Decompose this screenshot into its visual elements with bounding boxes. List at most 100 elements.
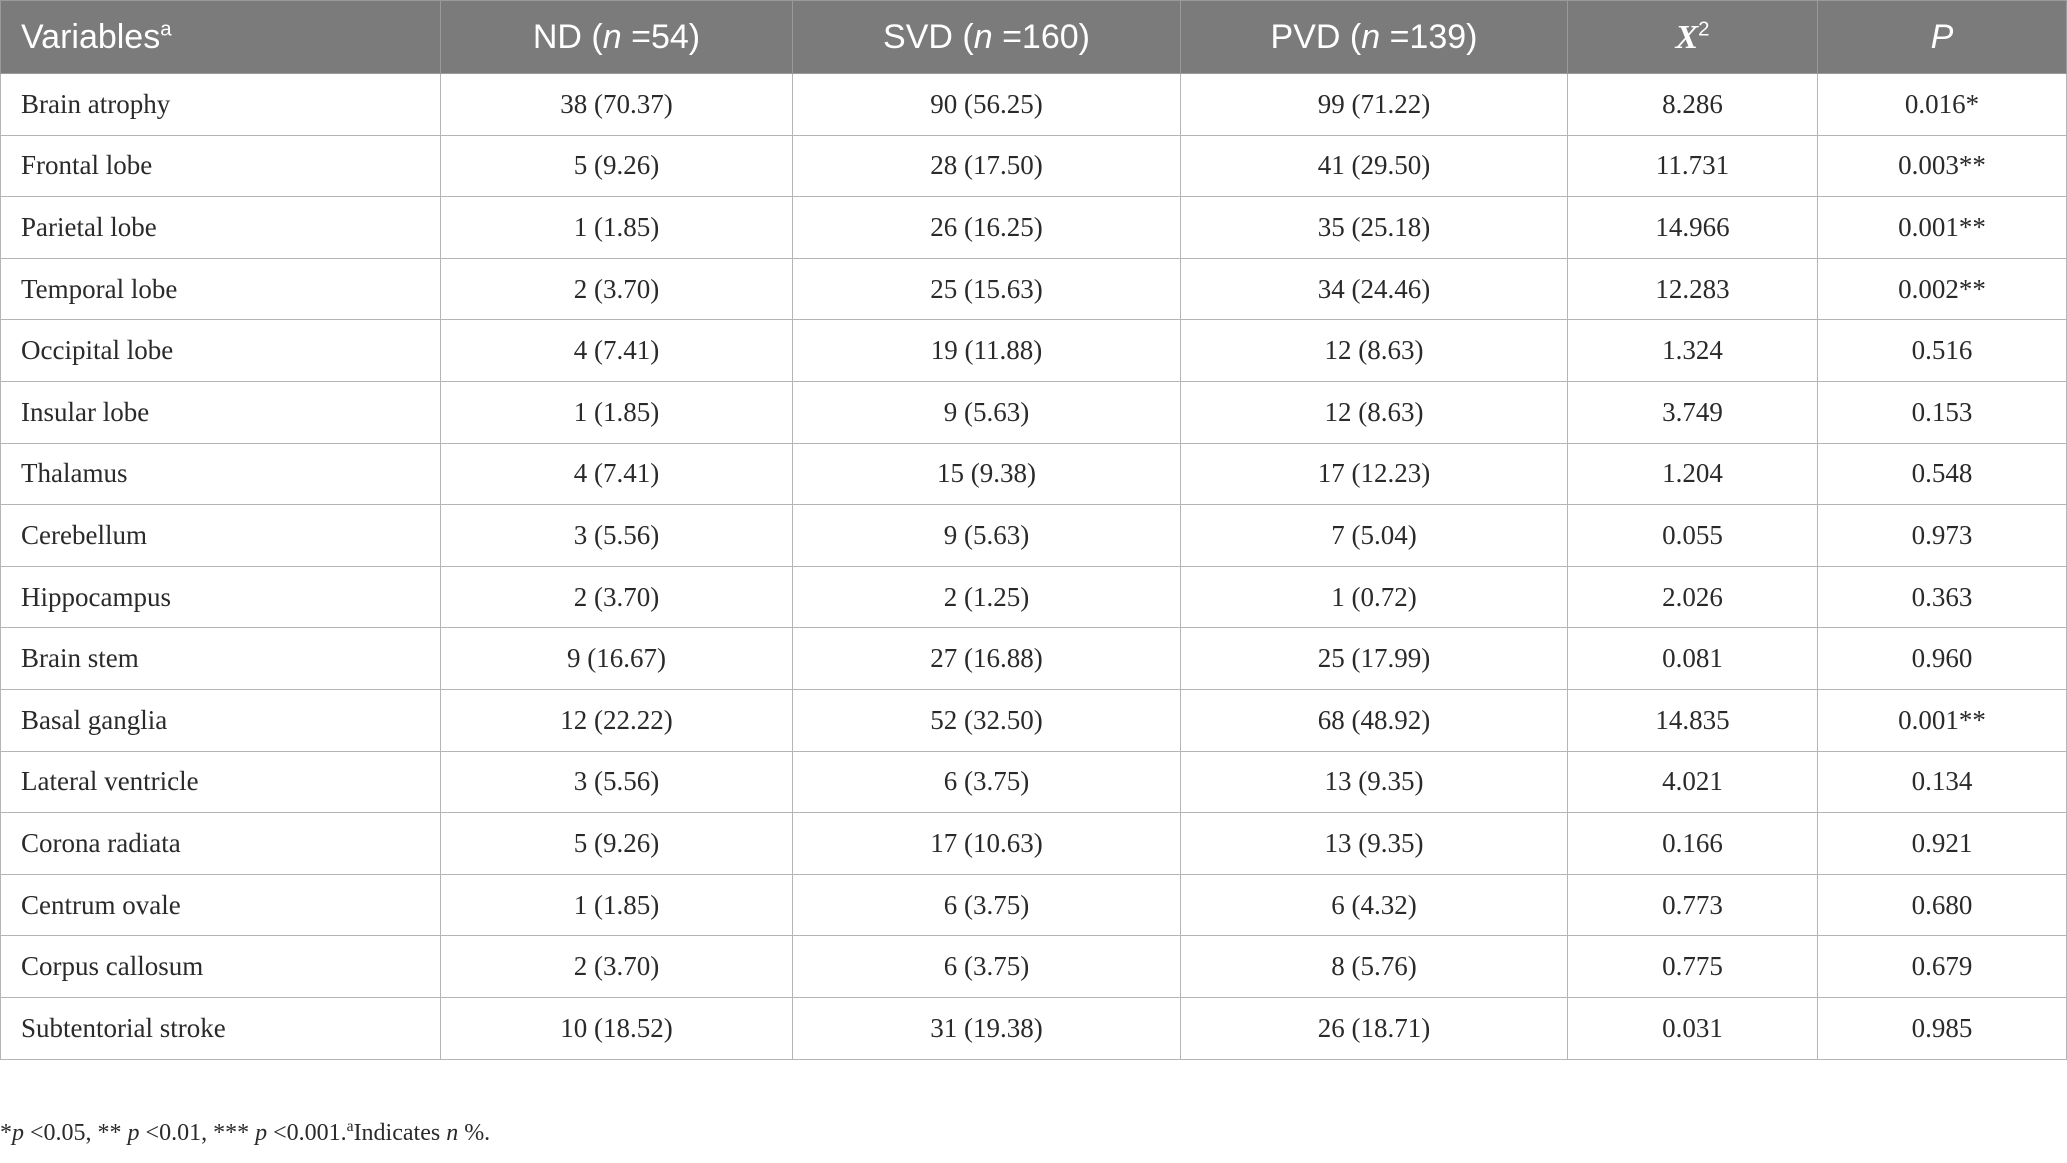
cell-variable: Corpus callosum — [0, 935, 441, 998]
header-p: P — [1817, 0, 2067, 74]
cell-p: 0.134 — [1817, 750, 2067, 814]
cell-variable: Brain stem — [0, 627, 441, 690]
cell-variable: Hippocampus — [0, 565, 441, 629]
cell-p: 0.921 — [1817, 812, 2067, 875]
cell-svd: 28 (17.50) — [792, 134, 1181, 198]
cell-chi2: 12.283 — [1567, 257, 1818, 321]
header-variables-label: Variables — [21, 17, 161, 56]
cell-pvd: 26 (18.71) — [1180, 996, 1568, 1060]
cell-pvd: 6 (4.32) — [1180, 873, 1568, 937]
cell-svd: 6 (3.75) — [792, 873, 1181, 937]
header-nd-n: n — [602, 17, 622, 56]
cell-variable: Subtentorial stroke — [0, 996, 441, 1060]
cell-pvd: 8 (5.76) — [1180, 935, 1568, 998]
cell-nd: 2 (3.70) — [440, 935, 793, 998]
cell-variable: Basal ganglia — [0, 688, 441, 752]
cell-pvd: 41 (29.50) — [1180, 134, 1568, 198]
cell-chi2: 2.026 — [1567, 565, 1818, 629]
cell-variable: Brain atrophy — [0, 73, 441, 136]
cell-nd: 3 (5.56) — [440, 504, 793, 567]
cell-pvd: 99 (71.22) — [1180, 73, 1568, 136]
table-row: Corona radiata 5 (9.26) 17 (10.63) 13 (9… — [0, 812, 2067, 875]
header-nd-prefix: ND ( — [532, 17, 603, 56]
header-pvd-suffix: =139) — [1380, 17, 1478, 56]
footnote-p3-text: <0.001. — [267, 1120, 347, 1146]
cell-pvd: 13 (9.35) — [1180, 812, 1568, 875]
cell-pvd: 12 (8.63) — [1180, 380, 1568, 444]
cell-nd: 38 (70.37) — [440, 73, 793, 136]
footnote-p3-var: p — [255, 1120, 268, 1146]
results-table: Variablesa ND (n =54) SVD (n =160) PVD (… — [0, 0, 2067, 1060]
cell-p: 0.001** — [1817, 688, 2067, 752]
cell-chi2: 14.966 — [1567, 196, 1818, 259]
cell-variable: Cerebellum — [0, 504, 441, 567]
table-row: Frontal lobe 5 (9.26) 28 (17.50) 41 (29.… — [0, 134, 2067, 198]
cell-svd: 25 (15.63) — [792, 257, 1181, 321]
cell-chi2: 0.775 — [1567, 935, 1818, 998]
header-pvd-n: n — [1361, 17, 1381, 56]
header-svd-suffix: =160) — [992, 17, 1090, 56]
header-nd: ND (n =54) — [440, 0, 793, 74]
cell-p: 0.363 — [1817, 565, 2067, 629]
footnote-p2-var: p — [127, 1120, 140, 1146]
cell-chi2: 14.835 — [1567, 688, 1818, 752]
header-svd: SVD (n =160) — [792, 0, 1181, 74]
cell-p: 0.679 — [1817, 935, 2067, 998]
table-row: Basal ganglia 12 (22.22) 52 (32.50) 68 (… — [0, 688, 2067, 752]
cell-p: 0.985 — [1817, 996, 2067, 1060]
cell-variable: Lateral ventricle — [0, 750, 441, 814]
cell-variable: Frontal lobe — [0, 134, 441, 198]
table-row: Cerebellum 3 (5.56) 9 (5.63) 7 (5.04) 0.… — [0, 504, 2067, 567]
table-row: Corpus callosum 2 (3.70) 6 (3.75) 8 (5.7… — [0, 935, 2067, 998]
header-chi-x: X — [1675, 18, 1699, 56]
cell-variable: Insular lobe — [0, 380, 441, 444]
cell-variable: Temporal lobe — [0, 257, 441, 321]
cell-variable: Centrum ovale — [0, 873, 441, 937]
cell-pvd: 68 (48.92) — [1180, 688, 1568, 752]
cell-nd: 2 (3.70) — [440, 257, 793, 321]
cell-nd: 12 (22.22) — [440, 688, 793, 752]
footnote-p1-text: <0.05, ** — [24, 1120, 128, 1146]
cell-pvd: 7 (5.04) — [1180, 504, 1568, 567]
cell-pvd: 17 (12.23) — [1180, 442, 1568, 506]
cell-p: 0.001** — [1817, 196, 2067, 259]
table-row: Brain stem 9 (16.67) 27 (16.88) 25 (17.9… — [0, 627, 2067, 690]
cell-pvd: 25 (17.99) — [1180, 627, 1568, 690]
cell-svd: 9 (5.63) — [792, 380, 1181, 444]
cell-chi2: 0.081 — [1567, 627, 1818, 690]
header-variables-sup: a — [160, 18, 172, 41]
table-row: Subtentorial stroke 10 (18.52) 31 (19.38… — [0, 996, 2067, 1060]
header-pvd-prefix: PVD ( — [1270, 17, 1362, 56]
header-svd-n: n — [973, 17, 993, 56]
cell-chi2: 0.166 — [1567, 812, 1818, 875]
footnote-a-tail: %. — [458, 1120, 491, 1146]
cell-chi2: 0.773 — [1567, 873, 1818, 937]
cell-nd: 4 (7.41) — [440, 319, 793, 382]
table-row: Lateral ventricle 3 (5.56) 6 (3.75) 13 (… — [0, 750, 2067, 814]
header-chi-sup: 2 — [1698, 18, 1710, 41]
cell-nd: 1 (1.85) — [440, 873, 793, 937]
cell-chi2: 3.749 — [1567, 380, 1818, 444]
cell-nd: 10 (18.52) — [440, 996, 793, 1060]
cell-svd: 17 (10.63) — [792, 812, 1181, 875]
cell-variable: Corona radiata — [0, 812, 441, 875]
table-row: Occipital lobe 4 (7.41) 19 (11.88) 12 (8… — [0, 319, 2067, 382]
cell-p: 0.960 — [1817, 627, 2067, 690]
header-variables: Variablesa — [0, 0, 441, 74]
cell-p: 0.680 — [1817, 873, 2067, 937]
footnote-p2-text: <0.01, *** — [139, 1120, 256, 1146]
cell-chi2: 1.324 — [1567, 319, 1818, 382]
table-row: Temporal lobe 2 (3.70) 25 (15.63) 34 (24… — [0, 257, 2067, 321]
cell-svd: 52 (32.50) — [792, 688, 1181, 752]
cell-pvd: 1 (0.72) — [1180, 565, 1568, 629]
table-row: Hippocampus 2 (3.70) 2 (1.25) 1 (0.72) 2… — [0, 565, 2067, 629]
cell-nd: 5 (9.26) — [440, 812, 793, 875]
cell-svd: 6 (3.75) — [792, 750, 1181, 814]
table-row: Parietal lobe 1 (1.85) 26 (16.25) 35 (25… — [0, 196, 2067, 259]
table-row: Thalamus 4 (7.41) 15 (9.38) 17 (12.23) 1… — [0, 442, 2067, 506]
cell-chi2: 1.204 — [1567, 442, 1818, 506]
cell-p: 0.003** — [1817, 134, 2067, 198]
cell-svd: 2 (1.25) — [792, 565, 1181, 629]
footnote-a-sup: a — [346, 1118, 354, 1135]
cell-p: 0.516 — [1817, 319, 2067, 382]
